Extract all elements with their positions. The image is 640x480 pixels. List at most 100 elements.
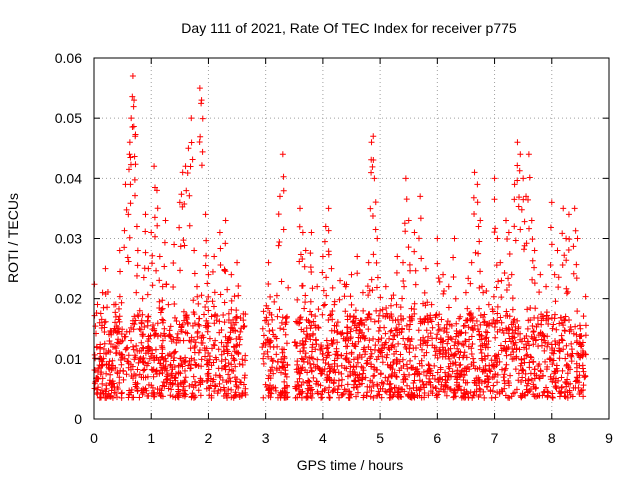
data-point: [530, 341, 537, 348]
data-point: [149, 252, 156, 259]
data-point: [400, 259, 406, 266]
data-point: [136, 307, 143, 314]
data-point: [156, 298, 163, 305]
data-point: [369, 287, 376, 294]
data-point: [572, 227, 579, 234]
data-point: [112, 309, 119, 316]
data-point: [310, 330, 317, 337]
data-point: [399, 295, 406, 302]
data-point: [436, 374, 443, 381]
data-point: [323, 292, 330, 299]
data-point: [426, 362, 433, 369]
data-point: [125, 358, 132, 365]
data-point: [528, 217, 535, 224]
data-point: [314, 356, 321, 363]
data-point: [313, 341, 320, 348]
data-point: [495, 278, 502, 285]
data-point: [124, 344, 131, 351]
data-point: [265, 305, 272, 312]
data-point: [452, 373, 459, 380]
data-point: [139, 358, 146, 365]
data-point: [550, 350, 557, 357]
data-point: [368, 139, 375, 146]
data-point: [529, 276, 536, 283]
data-point: [392, 317, 399, 324]
data-point: [503, 287, 510, 294]
data-point: [180, 237, 187, 244]
data-point: [129, 73, 136, 80]
data-point: [574, 235, 581, 242]
data-point: [205, 307, 212, 314]
data-point: [128, 386, 135, 393]
data-point: [112, 319, 119, 326]
data-point: [527, 386, 534, 393]
data-point: [565, 211, 572, 218]
data-point: [511, 181, 518, 188]
data-point: [369, 163, 376, 170]
data-point: [262, 317, 269, 324]
data-point: [439, 344, 446, 351]
data-point: [318, 370, 325, 377]
data-point: [294, 296, 301, 303]
data-point: [214, 390, 221, 397]
data-point: [279, 151, 286, 158]
data-point: [172, 348, 179, 355]
data-point: [418, 357, 425, 364]
data-point: [205, 359, 212, 366]
data-point: [183, 187, 190, 194]
data-point: [294, 378, 301, 385]
data-point: [387, 328, 394, 335]
data-point: [323, 345, 330, 352]
data-point: [518, 378, 525, 385]
data-point: [476, 380, 483, 387]
data-point: [496, 388, 503, 395]
data-point: [156, 390, 163, 397]
data-point: [260, 332, 267, 339]
data-point: [123, 206, 130, 213]
data-point: [111, 301, 118, 308]
x-tick-label: 9: [605, 430, 613, 446]
data-point: [509, 327, 516, 334]
data-point: [501, 345, 508, 352]
data-point: [436, 347, 443, 354]
data-point: [226, 334, 233, 341]
data-point: [144, 373, 151, 380]
data-point: [356, 326, 363, 333]
data-point: [462, 317, 469, 324]
data-point: [382, 330, 389, 337]
x-tick-label: 0: [90, 430, 98, 446]
data-point: [413, 387, 420, 394]
data-point: [564, 370, 571, 377]
data-point: [512, 339, 519, 346]
data-point: [525, 317, 532, 324]
data-point: [356, 381, 363, 388]
data-point: [225, 386, 232, 393]
data-point: [397, 304, 404, 311]
data-point: [474, 181, 481, 188]
data-point: [315, 324, 322, 331]
data-point: [278, 278, 285, 285]
data-point: [372, 342, 379, 349]
data-point: [323, 354, 330, 361]
data-point: [479, 357, 486, 364]
data-point: [108, 331, 115, 338]
data-point: [549, 345, 556, 352]
data-point: [222, 366, 229, 373]
data-point: [118, 299, 125, 306]
data-point: [181, 359, 188, 366]
data-point: [133, 289, 140, 296]
data-point: [225, 371, 232, 378]
data-point: [576, 391, 583, 398]
data-point: [151, 332, 158, 339]
data-point: [113, 345, 120, 352]
data-point: [102, 388, 109, 395]
data-point: [354, 270, 361, 277]
data-point: [452, 359, 459, 366]
data-point: [305, 377, 312, 384]
data-point: [563, 257, 570, 264]
data-point: [379, 353, 386, 360]
data-point: [538, 311, 545, 318]
data-point: [387, 302, 394, 309]
data-point: [191, 344, 198, 351]
data-point: [118, 354, 125, 361]
